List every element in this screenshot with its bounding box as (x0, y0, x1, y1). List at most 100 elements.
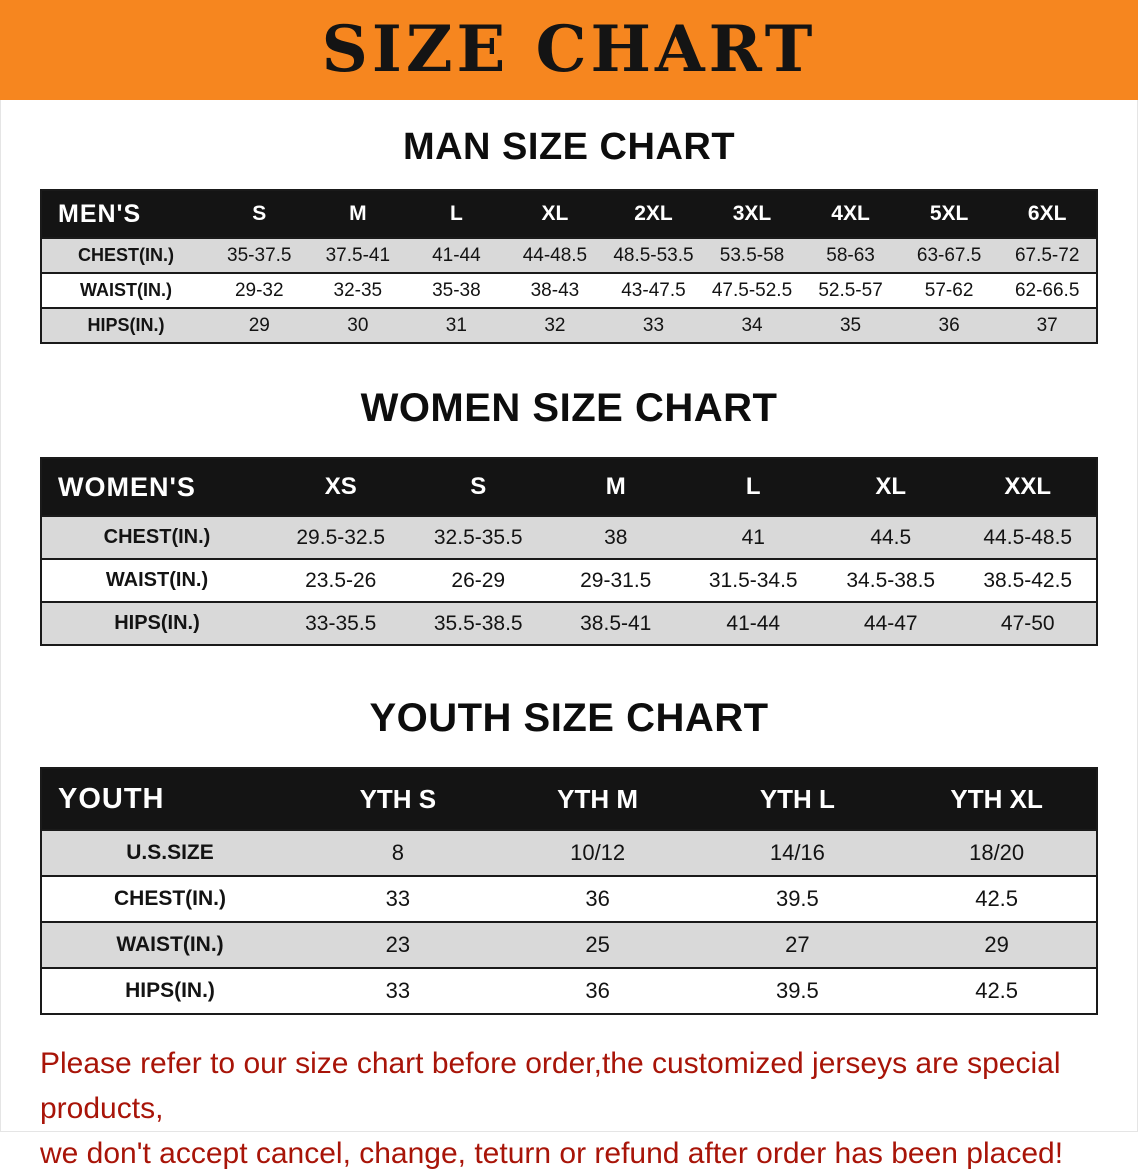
notice-line: we don't accept cancel, change, teturn o… (40, 1137, 1064, 1170)
size-column-header: 4XL (801, 190, 900, 238)
measurement-value: 41-44 (726, 611, 781, 635)
table-corner-label: WOMEN'S (41, 458, 272, 516)
measurement-value: 47-50 (1000, 611, 1055, 635)
measurement-value: 29-31.5 (580, 568, 652, 592)
measurement-value: 29.5-32.5 (296, 525, 386, 549)
youth-section-title: YOUTH SIZE CHART (369, 696, 769, 740)
measurement-row: HIPS(IN.) 33 36 39.5 42.5 (41, 968, 1097, 1014)
measurement-value: 39.5 (775, 978, 819, 1003)
measurement-value: 44-48.5 (522, 244, 588, 266)
measurement-value: 29 (248, 314, 270, 336)
size-column-header: YTH S (298, 768, 498, 830)
measurement-label: CHEST(IN.) (103, 526, 211, 548)
women-size-table: WOMEN'S XS S M L XL XXL CHEST(IN.) 29.5-32.5 32.5… (40, 457, 1098, 646)
measurement-value: 62-66.5 (1014, 279, 1080, 301)
measurement-value: 57-62 (924, 279, 974, 301)
measurement-label: CHEST(IN.) (78, 245, 174, 265)
measurement-value: 41 (741, 525, 765, 549)
size-column-header: S (409, 458, 547, 516)
measurement-value: 18/20 (969, 840, 1025, 865)
measurement-value: 44.5 (870, 525, 912, 549)
measurement-value: 31.5-34.5 (708, 568, 798, 592)
size-column-header: M (547, 458, 685, 516)
measurement-label: HIPS(IN.) (125, 979, 215, 1002)
women-section-title: WOMEN SIZE CHART (360, 386, 778, 430)
table-corner-label: YOUTH (41, 768, 298, 830)
man-section-title: MAN SIZE CHART (402, 126, 736, 168)
measurement-value: 33 (385, 886, 411, 911)
measurement-value: 35-38 (432, 279, 481, 301)
measurement-row: HIPS(IN.) 29 30 31 32 33 34 35 36 37 (41, 308, 1097, 343)
measurement-value: 44.5-48.5 (983, 525, 1073, 549)
table-header-row: WOMEN'S XS S M L XL XXL (41, 458, 1097, 516)
size-column-header: XL (505, 190, 605, 238)
youth-size-section: YOUTH SIZE CHART YOUTH YTH S YTH M YTH L YTH… (0, 646, 1138, 1015)
measurement-value: 29 (984, 932, 1009, 957)
women-size-section: WOMEN SIZE CHART WOMEN'S XS S M L XL XXL CHEST(… (0, 344, 1138, 646)
measurement-label: WAIST(IN.) (80, 280, 172, 300)
measurement-value: 67.5-72 (1014, 244, 1080, 266)
measurement-value: 26-29 (451, 568, 506, 592)
measurement-value: 37.5-41 (325, 244, 391, 266)
measurement-value: 27 (785, 932, 810, 957)
measurement-value: 29-32 (234, 279, 284, 301)
measurement-value: 38 (604, 525, 628, 549)
measurement-value: 10/12 (570, 840, 626, 865)
measurement-value: 52.5-57 (818, 279, 883, 301)
measurement-value: 36 (585, 978, 610, 1003)
measurement-value: 23 (385, 932, 411, 957)
measurement-value: 34.5-38.5 (846, 568, 936, 592)
measurement-value: 42.5 (975, 886, 1019, 911)
size-column-header: S (210, 190, 309, 238)
measurement-label: HIPS(IN.) (114, 612, 200, 634)
measurement-value: 8 (391, 840, 404, 865)
measurement-value: 35-37.5 (227, 244, 292, 266)
size-column-header: L (684, 458, 822, 516)
measurement-value: 36 (938, 314, 960, 336)
measurement-value: 33-35.5 (305, 611, 377, 635)
notice-line: Please refer to our size chart before or… (40, 1047, 1061, 1125)
page-title: SIZE CHART (321, 12, 817, 87)
measurement-value: 30 (347, 314, 369, 336)
size-column-header: XS (272, 458, 410, 516)
measurement-value: 33 (385, 978, 411, 1003)
banner: SIZE CHART (0, 0, 1138, 100)
measurement-label: WAIST(IN.) (116, 933, 224, 956)
measurement-value: 38.5-41 (580, 611, 652, 635)
measurement-value: 14/16 (769, 840, 825, 865)
measurement-value: 42.5 (975, 978, 1019, 1003)
measurement-value: 48.5-53.5 (613, 244, 694, 266)
measurement-value: 63-67.5 (916, 244, 982, 266)
measurement-value: 33 (642, 314, 665, 336)
measurement-value: 37 (1036, 314, 1058, 336)
measurement-row: U.S.SIZE 8 10/12 14/16 18/20 (41, 830, 1097, 876)
measurement-value: 36 (585, 886, 610, 911)
measurement-label: HIPS(IN.) (87, 315, 165, 335)
order-notice: Please refer to our size chart before or… (0, 1041, 1138, 1176)
measurement-value: 44-47 (863, 611, 918, 635)
size-column-header: 2XL (604, 190, 703, 238)
measurement-row: CHEST(IN.) 35-37.5 37.5-41 41-44 44-48.5 48.5… (41, 238, 1097, 273)
measurement-value: 32-35 (333, 279, 383, 301)
size-column-header: 6XL (998, 190, 1097, 238)
size-column-header: 5XL (899, 190, 999, 238)
men-size-table: MEN'S S M L XL 2XL 3XL 4XL 5XL 6XL CHEST(IN.) 35-37… (40, 189, 1098, 344)
measurement-value: 53.5-58 (719, 244, 785, 266)
size-column-header: L (407, 190, 506, 238)
measurement-value: 43-47.5 (621, 279, 686, 301)
measurement-label: U.S.SIZE (126, 841, 214, 864)
size-column-header: XL (822, 458, 960, 516)
measurement-row: WAIST(IN.) 23 25 27 29 (41, 922, 1097, 968)
size-column-header: M (308, 190, 408, 238)
size-column-header: YTH L (697, 768, 898, 830)
measurement-row: CHEST(IN.) 29.5-32.5 32.5-35.5 38 41 44.5 44.5… (41, 516, 1097, 559)
table-header-row: YOUTH YTH S YTH M YTH L YTH XL (41, 768, 1097, 830)
measurement-value: 25 (585, 932, 610, 957)
measurement-row: CHEST(IN.) 33 36 39.5 42.5 (41, 876, 1097, 922)
measurement-value: 32 (544, 314, 566, 336)
table-header-row: MEN'S S M L XL 2XL 3XL 4XL 5XL 6XL (41, 190, 1097, 238)
measurement-value: 47.5-52.5 (711, 279, 793, 301)
size-column-header: YTH M (497, 768, 698, 830)
measurement-row: WAIST(IN.) 23.5-26 26-29 29-31.5 31.5-34.5 34… (41, 559, 1097, 602)
